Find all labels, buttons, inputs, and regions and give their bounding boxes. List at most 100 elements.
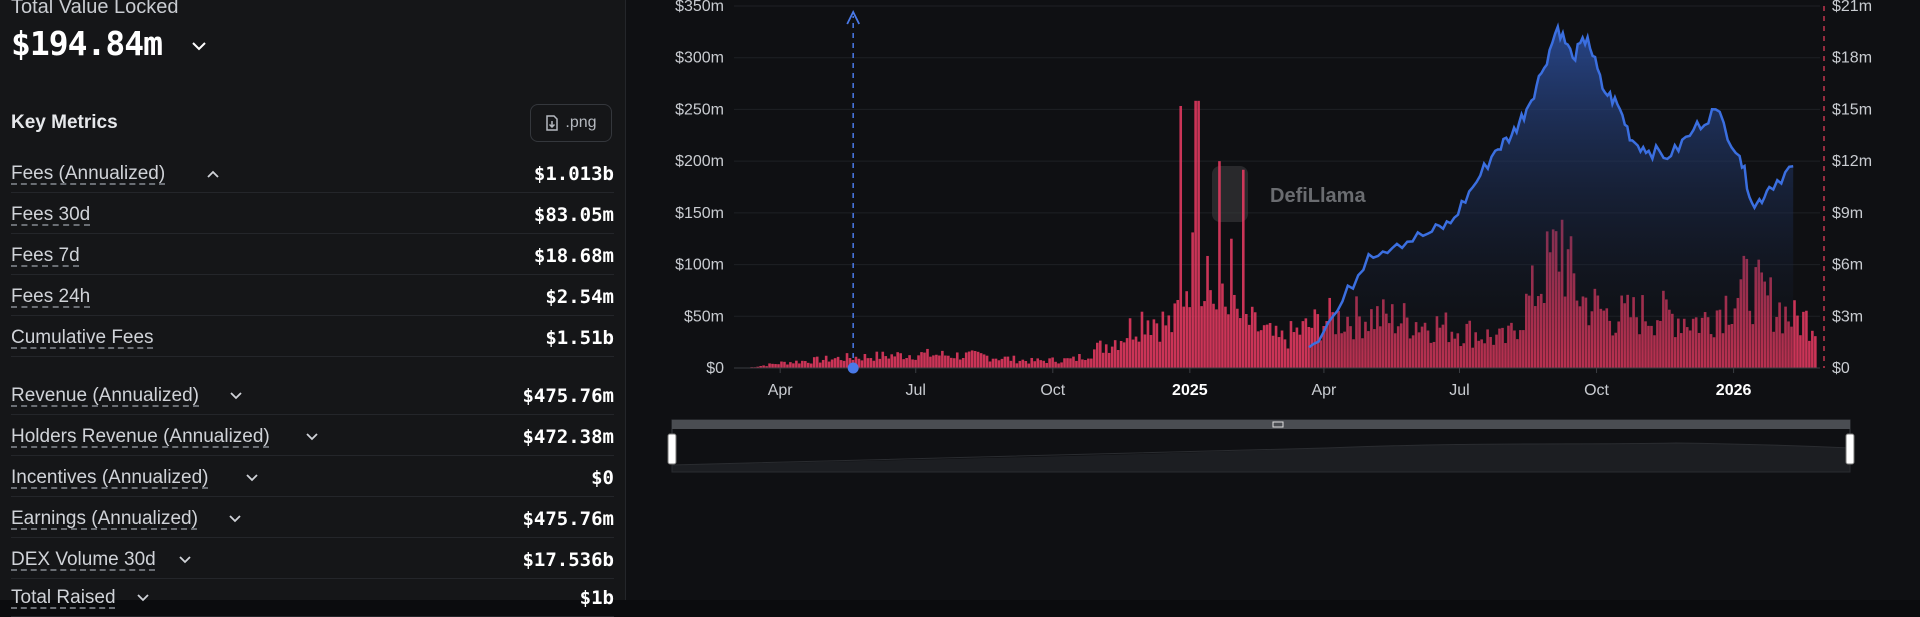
fee-bar[interactable] [881,351,885,368]
metric-row[interactable]: Cumulative Fees $1.51b [11,323,614,357]
metric-label[interactable]: Fees 24h [11,286,91,307]
fee-bar[interactable] [1304,318,1308,368]
fee-bar[interactable] [952,358,956,368]
fee-bar[interactable] [1265,324,1269,368]
fee-bar[interactable] [792,363,795,368]
fee-bar[interactable] [783,361,786,368]
fee-bar[interactable] [1811,330,1814,368]
fee-bar[interactable] [997,360,1001,368]
fee-bar[interactable] [1128,318,1132,368]
fee-bar[interactable] [1212,303,1215,368]
tvl-fees-chart[interactable]: $0 $50m $100m $150m $200m $250m $300m $350m $0 $3… [626,0,1920,600]
fee-bar[interactable] [947,355,950,368]
metric-label[interactable]: Fees (Annualized) [11,163,166,184]
fee-bar[interactable] [801,360,804,368]
fee-bar[interactable] [872,360,876,368]
fee-bar[interactable] [1090,358,1093,368]
fee-bar[interactable] [1140,311,1144,368]
fee-bar[interactable] [1039,360,1042,368]
fee-bar[interactable] [920,352,923,368]
fee-bar[interactable] [908,355,911,368]
fee-bar[interactable] [756,366,759,368]
fee-bar[interactable] [1119,341,1123,368]
fee-bar[interactable] [812,357,816,368]
fee-bar[interactable] [866,358,870,368]
fee-bar[interactable] [789,362,792,368]
fee-bar[interactable] [893,356,896,368]
fee-bar[interactable] [1209,290,1212,368]
fee-bar[interactable] [1239,318,1242,368]
fee-bar[interactable] [1218,161,1221,368]
fee-bar[interactable] [1057,363,1060,368]
fee-bar[interactable] [961,358,965,368]
metric-label[interactable]: Holders Revenue (Annualized) [11,426,270,447]
fee-bar[interactable] [1247,324,1251,368]
fee-bar[interactable] [875,351,879,368]
fee-bar[interactable] [869,358,873,368]
fee-bar[interactable] [1096,342,1099,368]
fee-bar[interactable] [1805,310,1808,368]
fee-bar[interactable] [1268,323,1272,368]
fee-bar[interactable] [762,365,765,368]
fee-bar[interactable] [1179,105,1183,368]
metric-row[interactable]: Fees 7d $18.68m [11,241,614,275]
fee-bar[interactable] [1185,291,1188,368]
fee-bar[interactable] [1146,320,1150,368]
event-marker-dot[interactable] [847,362,859,374]
metric-row[interactable]: Fees 24h $2.54m [11,282,614,316]
fee-bar[interactable] [1006,356,1010,368]
fee-bar[interactable] [1015,363,1019,368]
fee-bar[interactable] [830,359,834,368]
fee-bar[interactable] [941,350,944,368]
fee-bar[interactable] [1194,100,1197,369]
metric-label[interactable]: Earnings (Annualized) [11,508,198,529]
fee-bar[interactable] [1224,306,1227,368]
fee-bar[interactable] [1793,300,1796,368]
fee-bar[interactable] [1087,358,1090,368]
fee-bar[interactable] [1027,363,1031,368]
fee-bar[interactable] [842,360,846,368]
fee-bar[interactable] [806,362,810,368]
fee-bar[interactable] [780,361,783,368]
metric-row[interactable]: Fees (Annualized) $1.013b [11,159,614,193]
fee-bar[interactable] [1110,346,1114,368]
fee-bar[interactable] [771,363,774,368]
fee-bar[interactable] [804,361,807,368]
fee-bar[interactable] [932,355,935,368]
fee-bar[interactable] [917,355,920,368]
fee-bar[interactable] [1227,314,1230,368]
fee-bar[interactable] [1274,325,1278,368]
fee-bar[interactable] [768,363,771,368]
fee-bar[interactable] [1000,358,1004,368]
fee-bar[interactable] [1075,360,1078,368]
fee-bar[interactable] [1024,360,1028,368]
fee-bar[interactable] [1283,339,1287,368]
fee-bar[interactable] [1799,335,1802,368]
metric-label[interactable]: DEX Volume 30d [11,549,156,570]
range-handle-right[interactable] [1845,433,1855,465]
fee-bar[interactable] [1236,308,1239,368]
fee-bar[interactable] [821,359,825,368]
fee-bar[interactable] [1158,341,1162,368]
fee-bar[interactable] [1215,309,1218,368]
fee-bar[interactable] [1253,312,1257,368]
fee-bar[interactable] [1307,326,1311,368]
fee-bar[interactable] [896,352,899,368]
fee-bar[interactable] [1033,361,1037,368]
metric-row[interactable]: Total Raised $1b [11,583,614,617]
fee-bar[interactable] [1036,358,1040,368]
chevron-down-icon[interactable] [136,593,150,603]
chevron-down-icon[interactable] [229,391,243,401]
fee-bar[interactable] [976,351,980,368]
fee-bar[interactable] [798,363,801,368]
metric-label[interactable]: Revenue (Annualized) [11,385,200,406]
fee-bar[interactable] [774,364,777,368]
fee-bar[interactable] [1277,337,1281,368]
fee-bar[interactable] [1125,338,1129,368]
metric-row[interactable]: Incentives (Annualized) $0 [11,463,614,497]
fee-bar[interactable] [1009,360,1013,368]
fee-bar[interactable] [1152,319,1156,368]
fee-bar[interactable] [1048,358,1051,368]
metric-label[interactable]: Fees 7d [11,245,80,266]
fee-bar[interactable] [1161,311,1165,368]
